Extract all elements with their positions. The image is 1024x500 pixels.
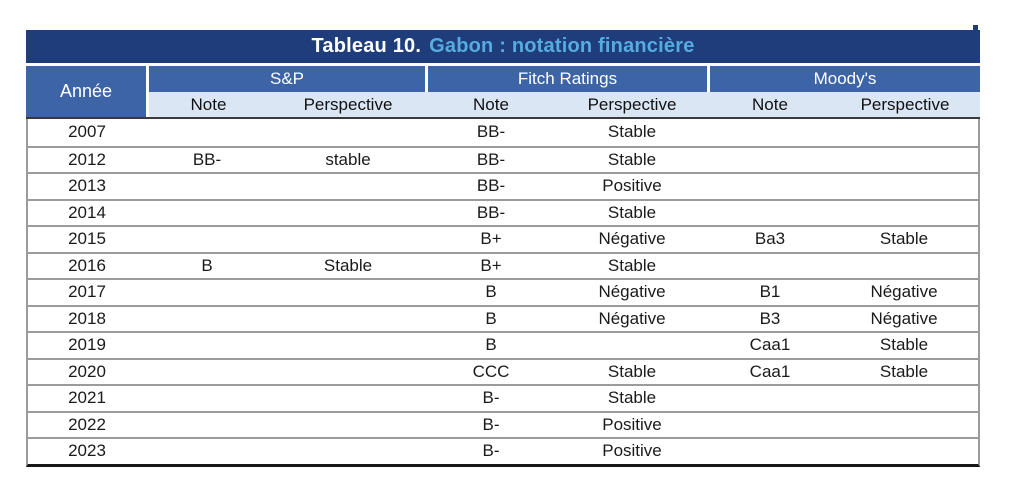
cell-year: 2019 xyxy=(68,335,106,355)
table-row: 2020 CCC Stable Caa1 Stable xyxy=(28,357,978,385)
cell-fitch-note: B xyxy=(485,308,497,328)
cell-fitch-note: B- xyxy=(482,441,500,461)
cell-year: 2017 xyxy=(68,282,106,302)
cell-sp-perspective: Stable xyxy=(323,255,373,275)
table-row: 2017 B Négative B1 Négative xyxy=(28,278,978,305)
cell-moodys-note: B3 xyxy=(759,308,781,328)
cell-year: 2007 xyxy=(68,122,106,142)
cell-fitch-note: B+ xyxy=(480,255,502,275)
cell-fitch-perspective: Positive xyxy=(602,414,662,434)
cell-year: 2016 xyxy=(68,255,106,275)
subheader-moodys-perspective: Perspective xyxy=(860,94,950,114)
cell-moodys-perspective: Stable xyxy=(879,229,929,249)
cell-fitch-perspective: Positive xyxy=(602,176,662,196)
table-row: 2007 BB- Stable xyxy=(28,119,978,146)
table-row: 2014 BB- Stable xyxy=(28,198,978,226)
subheader-fitch-perspective: Perspective xyxy=(587,94,677,114)
table-row: 2022 B- Positive xyxy=(28,410,978,438)
table-row: 2012 BB-stable BB- Stable xyxy=(28,145,978,173)
cell-fitch-perspective: Stable xyxy=(607,122,657,142)
cell-moodys-perspective: Négative xyxy=(870,282,938,302)
cell-fitch-note: BB- xyxy=(476,122,506,142)
subheader-row: Note Perspective Note Perspective Note P… xyxy=(149,92,980,117)
group-header-fitch: Fitch Ratings xyxy=(428,66,707,92)
cell-moodys-note: Caa1 xyxy=(749,335,791,355)
cell-fitch-note: B+ xyxy=(480,229,502,249)
cell-year: 2012 xyxy=(68,149,106,169)
cell-sp-note: B xyxy=(201,255,213,275)
table-row: 2023 B- Positive xyxy=(28,437,978,464)
subheader-sp-perspective: Perspective xyxy=(303,94,393,114)
cell-fitch-note: BB- xyxy=(476,202,506,222)
cell-fitch-perspective: Stable xyxy=(607,388,657,408)
cell-fitch-perspective: Stable xyxy=(607,255,657,275)
cell-year: 2014 xyxy=(68,202,106,222)
table-title: Tableau 10. Gabon : notation financière xyxy=(26,30,980,63)
header-underline xyxy=(26,117,980,119)
cell-year: 2013 xyxy=(68,176,106,196)
group-header-sp: S&P xyxy=(149,66,425,92)
cell-moodys-perspective: Stable xyxy=(879,361,929,381)
table-row: 2016 B Stable B+ Stable xyxy=(28,251,978,279)
cell-fitch-perspective: Négative xyxy=(598,308,666,328)
cell-fitch-perspective: Négative xyxy=(598,282,666,302)
cell-year: 2023 xyxy=(68,441,106,461)
cell-year: 2021 xyxy=(68,388,106,408)
cell-moodys-note: B1 xyxy=(759,282,781,302)
cell-fitch-perspective: Stable xyxy=(607,149,657,169)
group-header-moodys: Moody's xyxy=(710,66,980,92)
year-column-header: Année xyxy=(26,66,146,117)
cell-fitch-note: B xyxy=(485,282,497,302)
cell-fitch-perspective: Stable xyxy=(607,361,657,381)
cell-year: 2018 xyxy=(68,308,106,328)
cell-fitch-note: CCC xyxy=(472,361,510,381)
table-row: 2021 B- Stable xyxy=(28,384,978,411)
table-body: 2007 BB- Stable 2012 BB-stable BB- Stable 2013 B… xyxy=(26,119,980,467)
title-subject: Gabon : notation financière xyxy=(429,35,695,57)
table-row: 2018 B Négative B3 Négative xyxy=(28,304,978,332)
cell-fitch-perspective: Positive xyxy=(602,441,662,461)
title-prefix: Tableau 10. xyxy=(311,35,422,57)
subheader-moodys-note: Note xyxy=(752,94,788,114)
cell-moodys-perspective: Stable xyxy=(879,335,929,355)
cell-year: 2015 xyxy=(68,229,106,249)
cell-moodys-perspective: Négative xyxy=(870,308,938,328)
cell-fitch-note: B- xyxy=(482,388,500,408)
table-row: 2013 BB- Positive xyxy=(28,172,978,199)
cell-year: 2020 xyxy=(68,361,106,381)
cell-fitch-note: BB- xyxy=(476,149,506,169)
cell-fitch-note: BB- xyxy=(476,176,506,196)
subheader-sp-note: Note xyxy=(190,94,227,114)
cell-fitch-perspective: Stable xyxy=(607,202,657,222)
cell-sp-note: BB- xyxy=(192,149,222,169)
title-bar-notch xyxy=(973,25,978,31)
cell-fitch-note: B- xyxy=(482,414,500,434)
cell-moodys-note: Ba3 xyxy=(754,229,786,249)
cell-moodys-note: Caa1 xyxy=(749,361,791,381)
cell-sp-perspective: stable xyxy=(325,149,371,169)
subheader-fitch-note: Note xyxy=(473,94,509,114)
cell-fitch-note: B xyxy=(485,335,497,355)
table-row: 2019 B Caa1 Stable xyxy=(28,331,978,358)
cell-year: 2022 xyxy=(68,414,106,434)
table-row: 2015 B+ Négative Ba3 Stable xyxy=(28,225,978,252)
cell-fitch-perspective: Négative xyxy=(598,229,666,249)
